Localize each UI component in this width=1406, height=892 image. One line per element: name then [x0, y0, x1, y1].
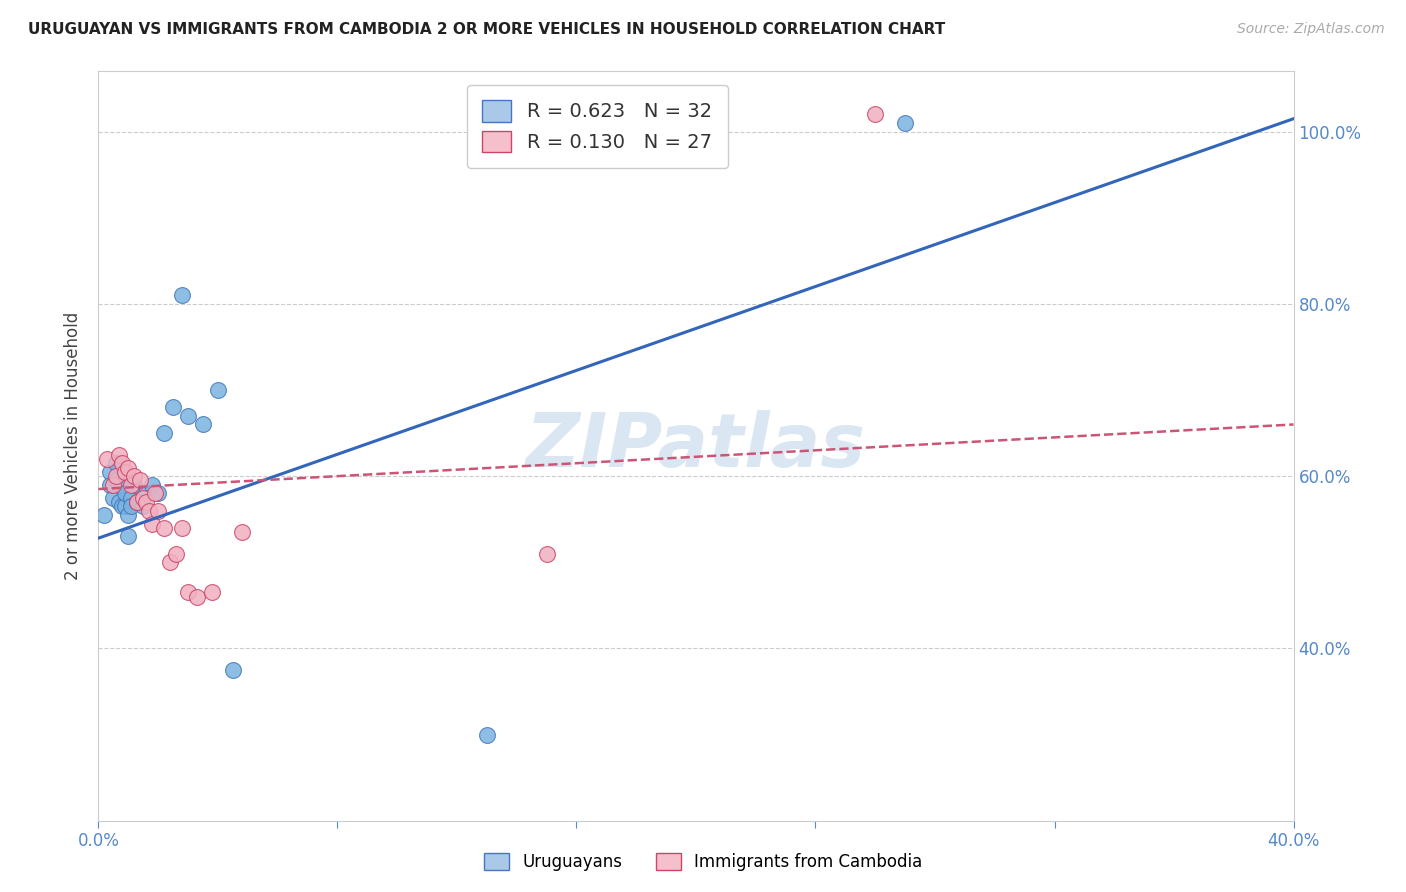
- Point: [172, 521, 194, 535]
- Point: [127, 495, 149, 509]
- Point: [129, 474, 152, 488]
- Point: [111, 456, 134, 470]
- Point: [114, 500, 136, 514]
- Point: [129, 495, 152, 509]
- Point: [141, 516, 163, 531]
- Point: [105, 456, 128, 470]
- Point: [177, 585, 200, 599]
- Point: [96, 451, 118, 466]
- Point: [117, 460, 139, 475]
- Point: [120, 477, 142, 491]
- Point: [148, 503, 170, 517]
- Point: [141, 477, 163, 491]
- Point: [222, 663, 245, 677]
- Point: [127, 495, 149, 509]
- Point: [103, 477, 125, 491]
- Point: [177, 409, 200, 423]
- Point: [172, 288, 194, 302]
- Point: [165, 547, 187, 561]
- Point: [148, 486, 170, 500]
- Point: [93, 508, 115, 522]
- Point: [162, 401, 184, 415]
- Point: [894, 116, 917, 130]
- Point: [124, 477, 146, 491]
- Point: [135, 495, 157, 509]
- Point: [108, 495, 131, 509]
- Point: [201, 585, 224, 599]
- Point: [111, 500, 134, 514]
- Point: [475, 727, 498, 741]
- Point: [231, 525, 253, 540]
- Y-axis label: 2 or more Vehicles in Household: 2 or more Vehicles in Household: [65, 312, 83, 580]
- Point: [114, 486, 136, 500]
- Point: [186, 590, 208, 604]
- Point: [536, 547, 558, 561]
- Point: [135, 486, 157, 500]
- Point: [117, 508, 139, 522]
- Point: [138, 503, 160, 517]
- Point: [98, 465, 122, 479]
- Point: [98, 477, 122, 491]
- Point: [105, 469, 128, 483]
- Text: URUGUAYAN VS IMMIGRANTS FROM CAMBODIA 2 OR MORE VEHICLES IN HOUSEHOLD CORRELATIO: URUGUAYAN VS IMMIGRANTS FROM CAMBODIA 2 …: [28, 22, 945, 37]
- Point: [111, 477, 134, 491]
- Point: [108, 448, 131, 462]
- Point: [117, 529, 139, 543]
- Point: [120, 491, 142, 505]
- Point: [143, 486, 166, 500]
- Point: [153, 521, 176, 535]
- Point: [865, 107, 887, 121]
- Point: [105, 474, 128, 488]
- Text: Source: ZipAtlas.com: Source: ZipAtlas.com: [1237, 22, 1385, 37]
- Legend: R = 0.623   N = 32, R = 0.130   N = 27: R = 0.623 N = 32, R = 0.130 N = 27: [467, 85, 728, 168]
- Point: [108, 477, 131, 491]
- Point: [124, 469, 146, 483]
- Point: [153, 426, 176, 441]
- Point: [191, 417, 214, 432]
- Point: [103, 491, 125, 505]
- Text: ZIPatlas: ZIPatlas: [526, 409, 866, 483]
- Legend: Uruguayans, Immigrants from Cambodia: Uruguayans, Immigrants from Cambodia: [475, 845, 931, 880]
- Point: [120, 500, 142, 514]
- Point: [132, 500, 155, 514]
- Point: [132, 491, 155, 505]
- Point: [159, 555, 181, 569]
- Point: [207, 383, 229, 397]
- Point: [114, 465, 136, 479]
